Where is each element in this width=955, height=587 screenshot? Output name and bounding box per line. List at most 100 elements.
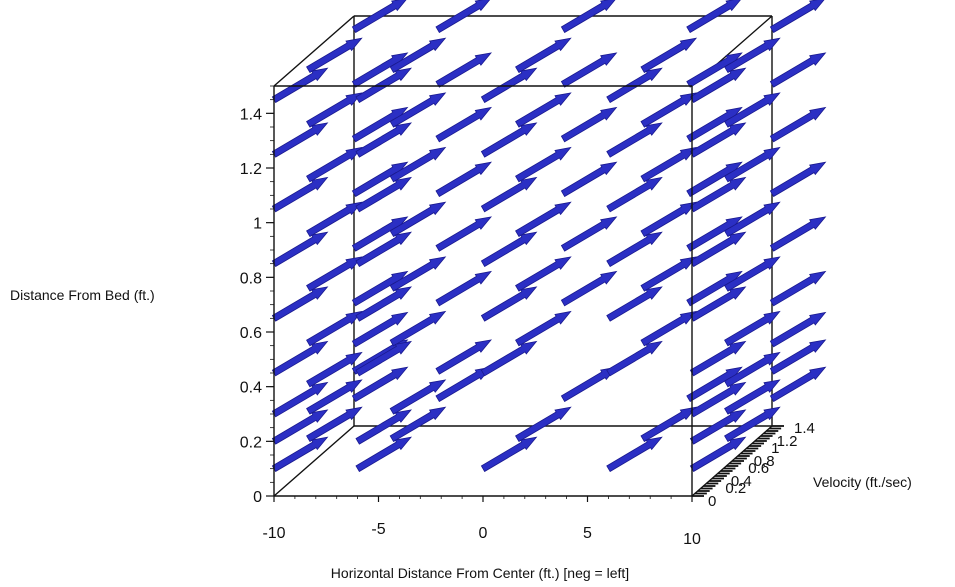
z-tick-label-7: 1.4 [794, 420, 815, 437]
vector-arrow-1-3-0 [435, 216, 492, 252]
vector-arrow-1-3-1 [389, 256, 447, 292]
vector-arrow-1-5-1 [389, 146, 447, 183]
vector-arrow-0-8-0 [351, 0, 407, 34]
vector-arrow-2-3-1 [515, 201, 572, 238]
vector-arrow-4-8-1 [724, 37, 781, 74]
x-axis-title: Horizontal Distance From Center (ft.) [n… [331, 565, 629, 581]
y-tick-label-1: 0.2 [240, 434, 262, 451]
vector-arrow-4-6-1 [724, 146, 781, 183]
vector-arrow-2-0-0 [560, 366, 618, 403]
z-tick-label-3: 0.6 [748, 460, 769, 477]
y-tick-label-2: 0.4 [240, 380, 262, 397]
vector-arrow-2-1-0 [560, 270, 618, 307]
vector-arrow-4-1-2 [689, 409, 747, 445]
vector-arrow-1-0-1 [389, 406, 447, 443]
vector-arrow-2-2-0 [560, 216, 618, 252]
vector-arrow-3-5-1 [640, 92, 698, 128]
vector-arrow-2-4-2 [480, 176, 538, 213]
vector-arrow-3-1-2 [606, 340, 663, 377]
vector-arrow-0-4-1 [306, 256, 363, 292]
vector-arrow-1-0-2 [355, 436, 413, 473]
vector-arrow-0-7-2 [271, 122, 329, 158]
vector-arrow-4-0-1 [724, 406, 781, 443]
vector-arrow-3-2-1 [640, 256, 698, 292]
vector-arrow-1-3-2 [355, 286, 412, 322]
vector-arrow-2-2-2 [480, 286, 538, 322]
vector-arrow-0-2-0 [351, 311, 409, 348]
vector-arrow-1-2-1 [389, 310, 447, 347]
vector-arrow-1-1-2 [355, 409, 412, 445]
z-tick-label-5: 1 [771, 440, 779, 457]
vector-arrow-0-3-1 [306, 310, 363, 347]
z-tick-label-0: 0 [708, 493, 716, 510]
vector-arrow-4-3-0 [769, 270, 827, 307]
x-tick-label-4: 10 [683, 531, 701, 548]
x-tick-label-3: 5 [583, 525, 592, 542]
vector-arrow-0-8-1 [306, 37, 363, 74]
vector-arrow-1-6-0 [435, 52, 492, 88]
vector-arrow-2-3-2 [480, 231, 538, 268]
y-tick-label-4: 0.8 [240, 270, 262, 287]
vector-arrow-3-0-1 [640, 406, 698, 443]
z-tick-label-6: 1.2 [777, 433, 798, 450]
vector-arrow-3-4-1 [640, 146, 698, 183]
x-axis: -10 -5 0 5 10 [262, 496, 701, 548]
vector-arrow-2-6-1 [515, 37, 572, 74]
vector-arrow-0-0-1 [306, 406, 363, 443]
vector-arrow-2-4-0 [560, 106, 618, 143]
vector-arrow-4-4-0 [769, 216, 827, 252]
vector-arrow-1-2-0 [435, 270, 492, 307]
vector-arrow-1-4-1 [389, 201, 447, 238]
vector-arrow-3-6-0 [686, 0, 741, 34]
vector-arrow-4-2-2 [689, 381, 747, 418]
vector-arrow-1-6-2 [355, 122, 412, 158]
vector-arrow-2-5-0 [560, 52, 618, 88]
vector-arrow-1-7-1 [389, 37, 447, 74]
vector-arrow-0-1-2 [271, 409, 329, 445]
depth-bottom-left-edge [273, 425, 355, 497]
vector-arrow-3-0-2 [606, 436, 663, 473]
y-tick-label-3: 0.6 [240, 325, 262, 342]
vector-arrow-2-3-0 [560, 161, 618, 198]
vector-arrow-1-1-1 [389, 379, 447, 415]
y-tick-label-5: 1 [253, 216, 262, 233]
z-tick-label-1: 0.2 [725, 480, 746, 497]
vector-arrow-2-1-2 [480, 340, 538, 377]
vector-arrow-4-7-2 [689, 122, 747, 158]
vector-arrow-4-0-2 [689, 436, 747, 473]
box-back-edges [273, 15, 773, 497]
vector-arrow-4-5-1 [724, 201, 781, 238]
vector-arrow-4-1-1 [724, 379, 781, 415]
vector-arrow-3-2-2 [606, 286, 663, 322]
vector-arrow-4-3-2 [689, 340, 747, 377]
z-axis-title: Velocity (ft./sec) [813, 474, 912, 490]
vector-arrow-0-0-2 [271, 436, 329, 473]
vector-arrow-4-3-1 [724, 310, 781, 347]
y-tick-label-7: 1.4 [240, 106, 262, 123]
y-tick-label-0: 0 [253, 489, 262, 506]
vector-arrows [271, 0, 827, 473]
vector-arrow-3-1-1 [640, 310, 698, 347]
vector-arrow-0-1-1 [306, 379, 363, 415]
vector-arrow-1-4-0 [435, 161, 493, 198]
x-tick-label-1: -5 [371, 521, 385, 538]
z-tick-label-2: 0.4 [731, 473, 752, 490]
vector-arrow-2-1-1 [515, 310, 572, 347]
vector-arrow-2-6-0 [560, 0, 616, 34]
vector-arrow-2-0-1 [515, 406, 572, 443]
vector-arrow-4-8-2 [689, 67, 747, 104]
y-tick-label-6: 1.2 [240, 161, 262, 178]
vector-arrow-4-5-0 [769, 161, 827, 198]
vector-arrow-4-6-2 [689, 176, 747, 213]
vector-arrow-4-4-1 [724, 256, 781, 292]
vector-arrow-3-3-2 [606, 231, 663, 268]
depth-top-left-edge [273, 15, 355, 87]
vector-arrow-1-5-2 [355, 176, 412, 213]
vector-arrow-1-7-0 [435, 0, 491, 34]
vector-arrow-1-0-0 [435, 366, 493, 403]
vector-arrow-0-2-1 [306, 351, 363, 388]
vector-arrow-2-0-2 [480, 436, 538, 473]
vector-arrow-4-4-2 [689, 286, 747, 322]
